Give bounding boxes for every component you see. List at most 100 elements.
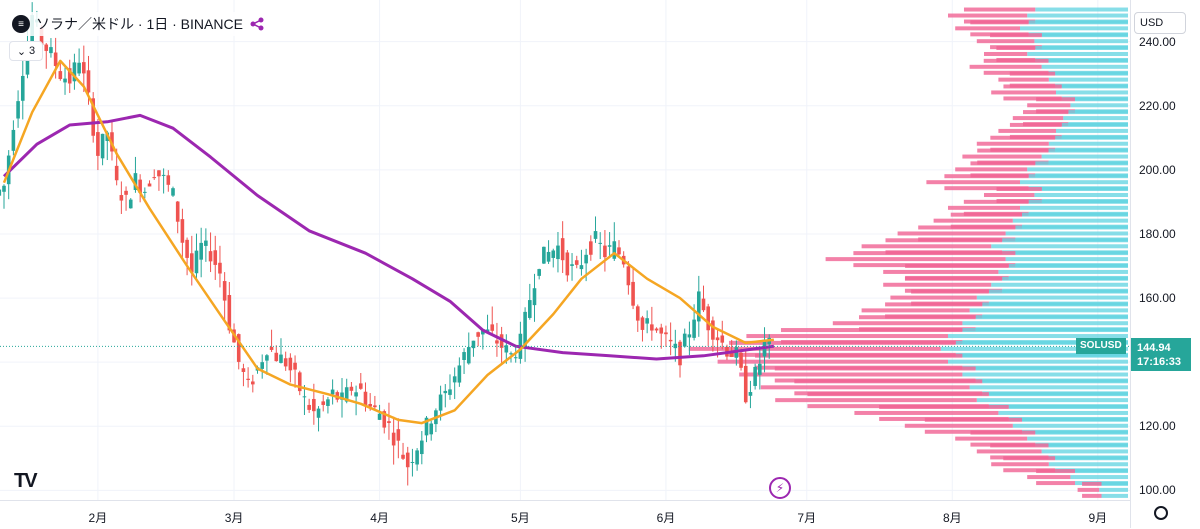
time-axis[interactable]: 2月 3月 4月 5月 6月 7月 8月 9月 [0, 500, 1130, 529]
candle-body-down [382, 411, 387, 428]
volume-profile-bar-down [897, 231, 1006, 236]
volume-profile-bar-down [774, 366, 976, 371]
moving-average-short-line [2, 59, 775, 425]
volume-profile-bar-up [1035, 161, 1128, 166]
volume-profile-bar-down [861, 244, 992, 249]
volume-profile-bar-up [1048, 58, 1128, 63]
candle-body-up [570, 264, 574, 266]
volume-profile-bar-down [1082, 493, 1102, 498]
candle-body-down [720, 335, 725, 343]
candle-body-down [711, 320, 715, 340]
volume-profile-bar-down [1036, 97, 1076, 102]
candle-body-up [645, 318, 649, 324]
volume-profile-bar-up [1027, 51, 1128, 56]
currency-selector[interactable]: USD [1134, 12, 1186, 34]
volume-profile-bar-down [970, 20, 1029, 25]
candle-body-down [617, 247, 621, 255]
candle-body-down [227, 295, 232, 331]
candle-body-down [321, 401, 326, 405]
candle-body-up [0, 189, 2, 196]
volume-profile-bar-up [1008, 404, 1128, 409]
candle-body-up [556, 245, 560, 260]
candle-body-up [612, 241, 617, 259]
volume-profile-bar-down [760, 385, 970, 390]
volume-profile-bar-down [990, 135, 1056, 140]
settings-icon[interactable] [1154, 506, 1168, 520]
candle-body-down [189, 253, 194, 273]
volume-profile-bar-down [976, 449, 1042, 454]
volume-profile-bar-down [955, 436, 1028, 441]
share-icon[interactable] [249, 16, 265, 32]
volume-profile-bar-up [940, 346, 1128, 351]
bar-countdown: 17:16:33 [1137, 356, 1182, 369]
price-axis[interactable]: 240.00220.00200.00180.00160.00140.00120.… [1130, 0, 1200, 528]
candle-body-up [471, 340, 476, 349]
volume-profile-bar-down [853, 251, 1016, 256]
volume-profile-bar-down [1009, 71, 1056, 76]
volume-profile-bar-up [1055, 71, 1128, 76]
candle-body-down [175, 201, 180, 222]
price-chart[interactable] [0, 0, 1130, 500]
volume-profile-bar-down [832, 321, 963, 326]
candle-body-up [542, 246, 546, 264]
volume-profile-bar-down [746, 334, 948, 339]
candle-body-down [650, 324, 654, 331]
solana-icon: ≡ [12, 15, 30, 33]
volume-profile-bar-down [717, 359, 948, 364]
chart-header: ≡ ソラナ／米ドル · 1日 · BINANCE [8, 12, 269, 36]
volume-profile-bar-down [1023, 110, 1069, 115]
volume-profile-bar-up [1048, 443, 1128, 448]
candle-body-down [274, 352, 279, 362]
candle-body-up [429, 423, 434, 435]
candle-body-down [373, 405, 377, 408]
volume-profile-bar-down [688, 346, 941, 351]
volume-profile-bar-up [948, 359, 1128, 364]
candle-body-down [363, 391, 368, 406]
volume-profile-bar-up [1055, 456, 1128, 461]
volume-profile-bar-up [1070, 475, 1128, 480]
candle-body-down [715, 337, 720, 341]
candle-body-down [138, 179, 142, 193]
candle-body-up [11, 129, 16, 151]
candle-body-down [236, 334, 241, 362]
volume-profile-bar-down [904, 276, 1003, 281]
candle-body-down [739, 352, 743, 368]
volume-profile-bar-up [1027, 13, 1128, 18]
candle-body-down [368, 403, 372, 407]
indicator-collapse-button[interactable]: ⌄ 3 [9, 41, 43, 61]
volume-profile-bar-down [955, 26, 1020, 31]
candle-body-up [682, 333, 687, 347]
candle-body-down [664, 332, 668, 335]
candle-body-up [523, 311, 527, 348]
volume-profile-bar-down [1003, 96, 1062, 101]
volume-profile-bar-up [975, 315, 1128, 320]
candle-body-up [457, 365, 462, 383]
lightning-icon[interactable]: ⚡ [769, 477, 791, 499]
candle-body-down [218, 262, 222, 274]
volume-profile-bar-up [976, 295, 1128, 300]
volume-profile-bar-up [1034, 193, 1128, 198]
candle-body-down [565, 252, 570, 276]
candle-body-down [391, 432, 396, 446]
candle-body-up [607, 245, 612, 247]
candle-body-down [67, 68, 72, 84]
volume-profile-bar-up [1005, 257, 1128, 262]
candle-body-up [302, 396, 307, 398]
volume-profile-bar-up [988, 289, 1128, 294]
candle-body-up [513, 357, 518, 359]
candle-body-down [701, 298, 706, 311]
candle-body-down [476, 332, 480, 337]
volume-profile-bar-down [969, 64, 1042, 69]
tradingview-logo[interactable]: TV [14, 470, 38, 492]
volume-profile-bar-up [1041, 64, 1128, 69]
volume-profile-bar-up [1048, 462, 1128, 467]
volume-profile-bar-down [996, 187, 1042, 192]
candle-body-up [16, 101, 20, 119]
volume-profile-bar-up [1068, 110, 1128, 115]
volume-profile-bar-up [1035, 430, 1128, 435]
chart-plot-area[interactable] [0, 0, 1130, 500]
candle-body-up [758, 363, 762, 375]
candle-body-up [354, 392, 358, 397]
volume-profile-bar-up [1075, 469, 1128, 474]
candle-body-down [603, 245, 607, 258]
